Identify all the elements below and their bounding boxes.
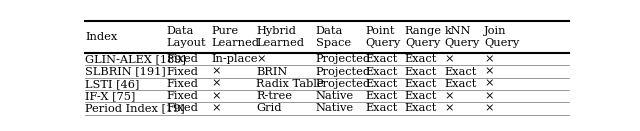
- Text: ×: ×: [445, 54, 454, 64]
- Text: Join
Query: Join Query: [484, 26, 520, 48]
- Text: Exact: Exact: [365, 79, 397, 89]
- Text: LSTI [46]: LSTI [46]: [85, 79, 140, 89]
- Text: Exact: Exact: [405, 67, 437, 77]
- Text: ×: ×: [211, 79, 221, 89]
- Text: Exact: Exact: [365, 103, 397, 113]
- Text: Data
Layout: Data Layout: [167, 26, 207, 48]
- Text: Exact: Exact: [445, 67, 477, 77]
- Text: Native: Native: [316, 103, 354, 113]
- Text: Fixed: Fixed: [167, 103, 198, 113]
- Text: Data
Space: Data Space: [316, 26, 351, 48]
- Text: Grid: Grid: [256, 103, 282, 113]
- Text: Exact: Exact: [365, 54, 397, 64]
- Text: ×: ×: [445, 91, 454, 101]
- Text: R-tree: R-tree: [256, 91, 292, 101]
- Text: IF-X [75]: IF-X [75]: [85, 91, 135, 101]
- Text: kNN
Query: kNN Query: [445, 26, 480, 48]
- Text: Hybrid
Learned: Hybrid Learned: [256, 26, 304, 48]
- Text: ×: ×: [211, 67, 221, 77]
- Text: Fixed: Fixed: [167, 79, 198, 89]
- Text: ×: ×: [484, 54, 493, 64]
- Text: Projected: Projected: [316, 67, 371, 77]
- Text: Exact: Exact: [365, 67, 397, 77]
- Text: Exact: Exact: [405, 54, 437, 64]
- Text: Fixed: Fixed: [167, 67, 198, 77]
- Text: ×: ×: [484, 67, 493, 77]
- Text: ×: ×: [484, 91, 493, 101]
- Text: In-place: In-place: [211, 54, 258, 64]
- Text: Pure
Learned: Pure Learned: [211, 26, 259, 48]
- Text: Range
Query: Range Query: [405, 26, 442, 48]
- Text: Point
Query: Point Query: [365, 26, 401, 48]
- Text: ×: ×: [445, 103, 454, 113]
- Text: Projected: Projected: [316, 79, 371, 89]
- Text: Native: Native: [316, 91, 354, 101]
- Text: ×: ×: [484, 79, 493, 89]
- Text: Exact: Exact: [405, 79, 437, 89]
- Text: Radix Table: Radix Table: [256, 79, 324, 89]
- Text: Period Index [19]: Period Index [19]: [85, 103, 185, 113]
- Text: ×: ×: [256, 54, 266, 64]
- Text: Fixed: Fixed: [167, 54, 198, 64]
- Text: Exact: Exact: [405, 103, 437, 113]
- Text: Index: Index: [85, 32, 117, 42]
- Text: ×: ×: [484, 103, 493, 113]
- Text: Exact: Exact: [365, 91, 397, 101]
- Text: SLBRIN [191]: SLBRIN [191]: [85, 67, 166, 77]
- Text: ×: ×: [211, 91, 221, 101]
- Text: Exact: Exact: [445, 79, 477, 89]
- Text: BRIN: BRIN: [256, 67, 287, 77]
- Text: ×: ×: [211, 103, 221, 113]
- Text: Exact: Exact: [405, 91, 437, 101]
- Text: Projected: Projected: [316, 54, 371, 64]
- Text: GLIN-ALEX [189]: GLIN-ALEX [189]: [85, 54, 186, 64]
- Text: Fixed: Fixed: [167, 91, 198, 101]
